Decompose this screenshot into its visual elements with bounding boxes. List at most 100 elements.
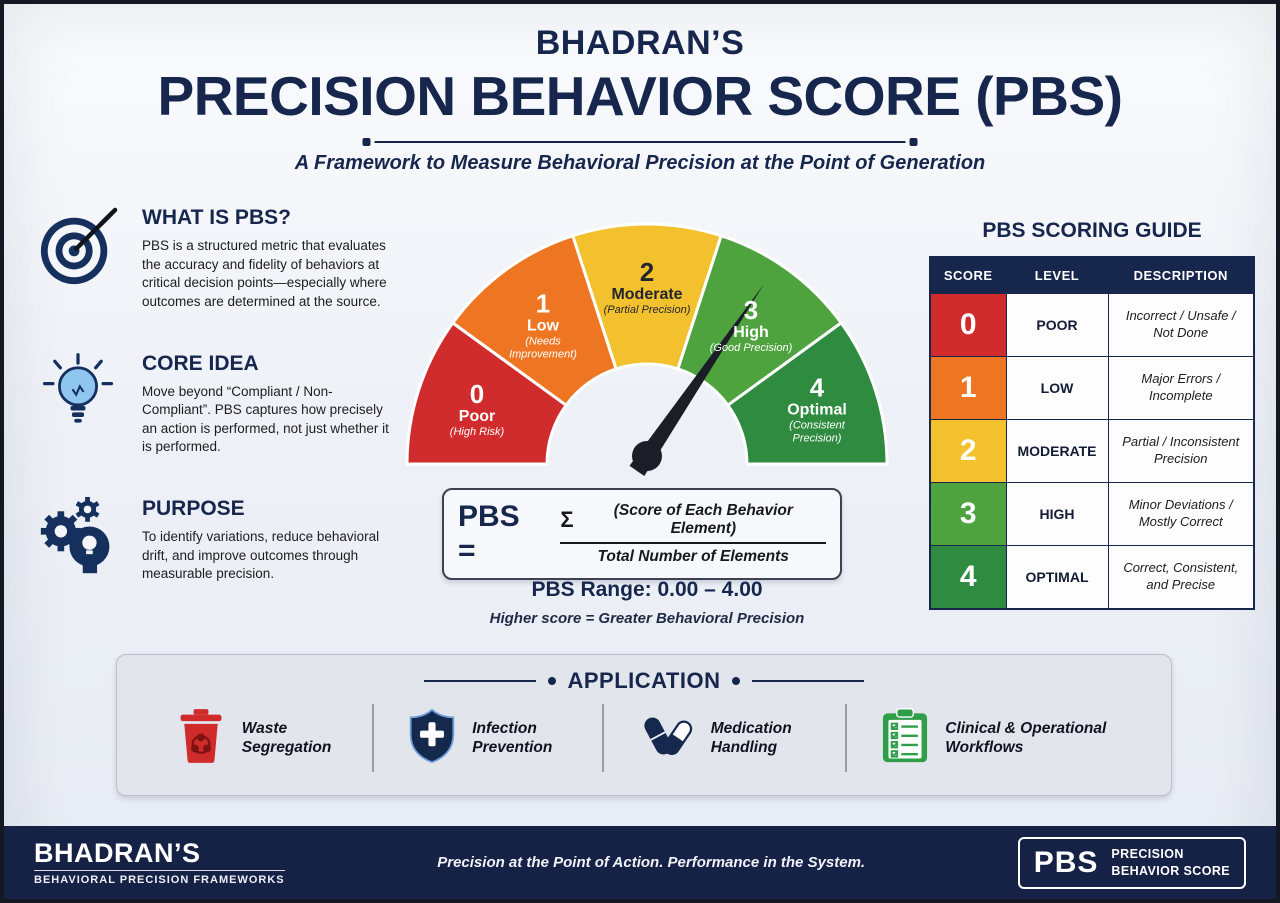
gauge-sublabel: (High Risk) [449,426,505,439]
formula-fraction: Σ (Score of Each Behavior Element) Total… [560,502,826,567]
gauge-needle [629,284,764,476]
level-cell: OPTIMAL [1005,545,1109,609]
application-item-infection: Infection Prevention [407,708,568,769]
numerator-text: (Score of Each Behavior Element) [613,501,793,537]
info-body: To identify variations, reduce behaviora… [142,529,380,582]
table-row: 4 OPTIMAL Correct, Consistent, and Preci… [929,545,1255,609]
info-heading: WHAT IS PBS? [142,206,291,229]
gauge-level: Moderate [611,286,683,304]
gauge-level: Poor [458,408,496,426]
level-cell: LOW [1005,356,1109,420]
column-header-score: SCORE [929,256,1007,294]
divider-line [374,140,906,144]
divider-dot-right [909,138,918,146]
pbs-range-note: Higher score = Greater Behavioral Precis… [489,610,805,627]
footer-tagline: Precision at the Point of Action. Perfor… [437,854,866,871]
table-header-row: SCORE LEVEL DESCRIPTION [929,256,1255,294]
footer-brand: BHADRAN’S BEHAVIORAL PRECISION FRAMEWORK… [34,839,285,886]
lightbulb-icon [32,352,124,430]
gauge-sublabel: (Good Precision) [709,342,793,355]
deco-line-left [423,679,536,683]
info-heading: CORE IDEA [142,351,259,375]
info-block-purpose: PURPOSE To identify variations, reduce b… [32,497,412,584]
table-row: 1 LOW Major Errors / Incomplete [929,356,1255,420]
application-label: Waste Segregation [241,719,332,756]
deco-line-right [752,679,865,683]
gauge-score: 1 [535,288,551,319]
pbs-range: PBS Range: 0.00 – 4.00 [531,578,763,601]
info-text: PURPOSE To identify variations, reduce b… [142,497,394,584]
application-panel: APPLICATION Waste Segregation [116,654,1172,796]
formula-denominator: Total Number of Elements [597,548,789,566]
application-item-medication: Medication Handling [638,709,811,768]
formula-numerator: Σ (Score of Each Behavior Element) [560,502,826,538]
sigma-symbol: Σ [560,506,574,532]
gauge-label-1: 1 Low (Needs Improvement) [495,290,591,361]
score-cell: 2 [929,419,1007,483]
level-cell: MODERATE [1005,419,1109,483]
item-divider [844,704,847,772]
item-divider [602,704,604,772]
description-cell: Minor Deviations / Mostly Correct [1107,482,1255,546]
info-body: PBS is a structured metric that evaluate… [142,238,387,309]
scoring-guide-title: PBS SCORING GUIDE [982,219,1202,242]
info-heading: PURPOSE [142,497,245,520]
info-text: WHAT IS PBS? PBS is a structured metric … [142,206,394,312]
description-cell: Correct, Consistent, and Precise [1107,545,1255,609]
formula-lhs: PBS = [458,500,520,567]
deco-dot-left [547,677,556,685]
gauge-level: Low [527,317,559,335]
page-title: PRECISION BEHAVIOR SCORE (PBS) [157,65,1123,127]
pbs-formula: PBS = Σ (Score of Each Behavior Element)… [442,488,842,580]
description-cell: Partial / Inconsistent Precision [1107,419,1255,483]
score-cell: 0 [929,293,1007,357]
application-label: Clinical & Operational Workflows [945,719,1107,756]
pbs-badge: PBS PRECISION BEHAVIOR SCORE [1017,836,1246,889]
clipboard-icon [880,707,930,769]
description-cell: Major Errors / Incomplete [1107,356,1255,420]
gauge-level: Optimal [787,401,847,419]
pbs-badge-line1: PRECISION [1111,847,1184,862]
scoring-guide-table: SCORE LEVEL DESCRIPTION 0 POOR Incorrect… [929,256,1255,610]
gauge-label-3: 3 High (Good Precision) [708,296,794,355]
gauge-score: 2 [639,256,655,287]
score-cell: 1 [929,356,1007,420]
gauge-needle-hub [632,441,662,471]
pbs-badge-label: PRECISION BEHAVIOR SCORE [1111,846,1230,879]
column-header-description: DESCRIPTION [1107,256,1255,294]
level-cell: POOR [1005,293,1109,357]
gauge-sublabel: (Consistent Precision) [789,419,845,445]
application-item-waste: Waste Segregation [175,707,338,770]
application-label: Medication Handling [710,719,792,756]
application-title: APPLICATION [567,668,721,693]
target-icon [32,206,124,288]
pbs-badge-line2: BEHAVIOR SCORE [1111,863,1230,878]
pbs-gauge: 0 Poor (High Risk) 1 Low (Needs Improvem… [397,204,897,484]
fraction-bar [560,541,826,545]
gauge-label-4: 4 Optimal (Consistent Precision) [769,374,865,445]
waste-bin-icon [175,707,227,770]
score-cell: 4 [929,545,1007,609]
info-text: CORE IDEA Move beyond “Compliant / Non-C… [142,352,394,458]
application-header: APPLICATION [117,668,1171,694]
gauge-score: 4 [809,372,825,403]
gauge-segment-4 [726,321,889,466]
level-cell: HIGH [1005,482,1109,546]
pbs-badge-acronym: PBS [1033,845,1099,879]
table-row: 3 HIGH Minor Deviations / Mostly Correct [929,482,1255,546]
title-divider [362,138,918,146]
divider-dot-left [362,138,371,146]
description-cell: Incorrect / Unsafe / Not Done [1107,293,1255,357]
item-divider [371,704,374,772]
gears-head-icon [32,497,124,577]
info-block-core-idea: CORE IDEA Move beyond “Compliant / Non-C… [32,352,412,458]
info-column: WHAT IS PBS? PBS is a structured metric … [32,206,412,584]
table-row: 2 MODERATE Partial / Inconsistent Precis… [929,419,1255,483]
score-cell: 3 [929,482,1007,546]
page-subtitle: A Framework to Measure Behavioral Precis… [294,152,986,174]
gauge-sublabel: (Partial Precision) [603,304,691,317]
gauge-score: 0 [469,378,485,409]
scoring-guide: PBS SCORING GUIDE SCORE LEVEL DESCRIPTIO… [929,219,1255,610]
application-items: Waste Segregation Infection Prevention [117,704,1171,772]
application-label: Infection Prevention [472,719,553,756]
